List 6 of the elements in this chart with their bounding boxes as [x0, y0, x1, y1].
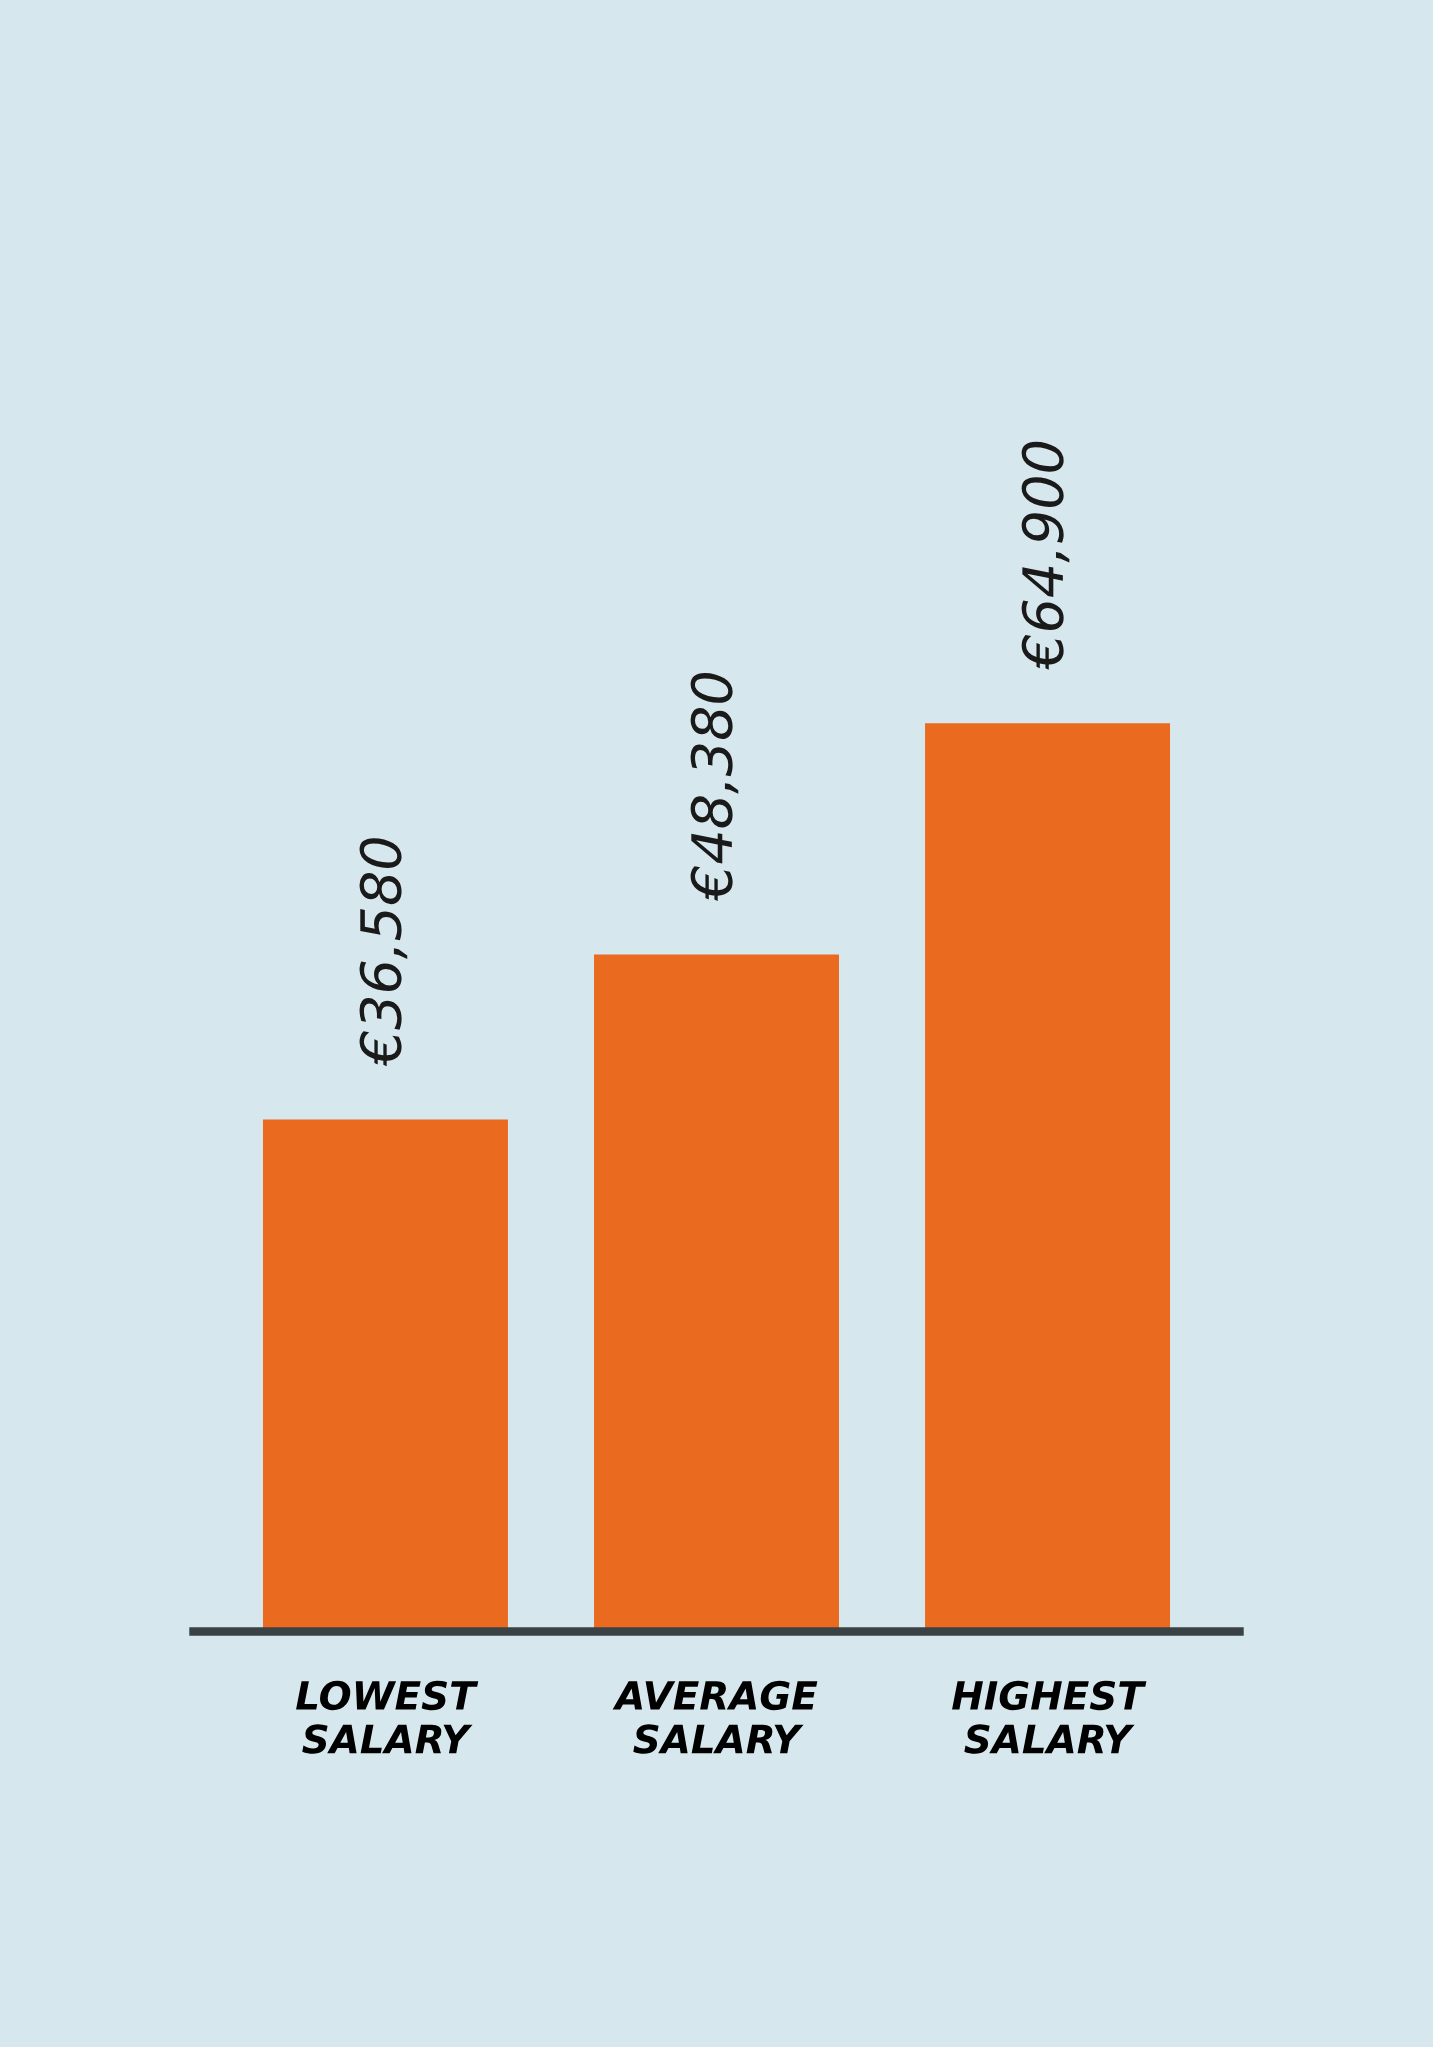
data-label: €48,380: [690, 673, 739, 902]
data-label: €64,900: [1021, 441, 1070, 670]
data-label: €36,580: [359, 838, 408, 1067]
x-tick-label: HIGHEST SALARY: [952, 1680, 1147, 1754]
x-tick-label: LOWEST SALARY: [296, 1680, 479, 1754]
x-tick-label: AVERAGE SALARY: [612, 1680, 818, 1754]
